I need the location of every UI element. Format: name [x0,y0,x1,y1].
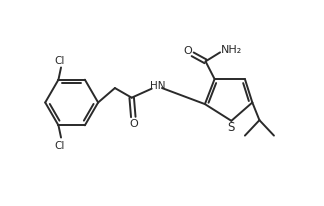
Text: Cl: Cl [54,140,64,150]
Text: O: O [184,46,192,56]
Text: O: O [129,118,138,128]
Text: NH₂: NH₂ [221,45,242,55]
Text: Cl: Cl [54,56,64,66]
Text: S: S [227,121,234,133]
Text: HN: HN [150,81,165,91]
